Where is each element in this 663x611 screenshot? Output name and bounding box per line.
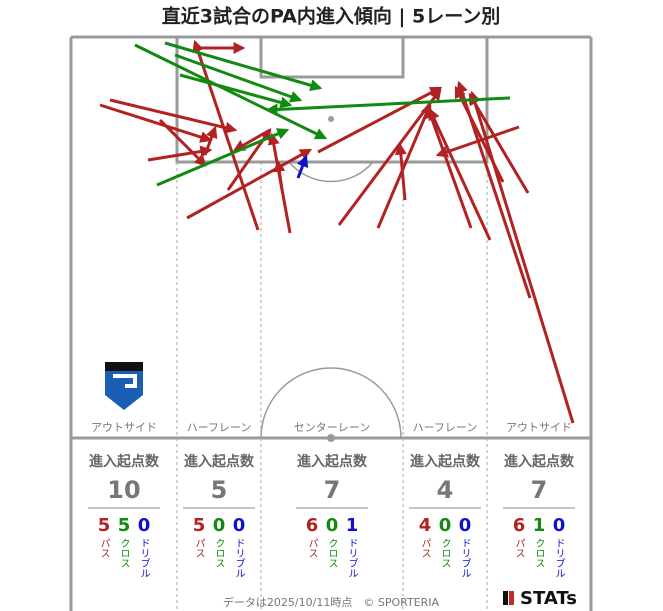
- lane-name: アウトサイド: [506, 421, 572, 434]
- count-pass: 5: [98, 515, 111, 536]
- stat-heading: 進入起点数: [297, 453, 368, 470]
- lane-total: 4: [437, 476, 454, 504]
- count-pass: 6: [513, 515, 526, 536]
- stat-heading: 進入起点数: [410, 453, 481, 470]
- label-dribble: ドリブル: [233, 538, 245, 578]
- brand-icon: [509, 591, 514, 605]
- count-cross: 1: [533, 515, 546, 536]
- label-pass: パス: [193, 538, 205, 558]
- count-dribble: 0: [553, 515, 566, 536]
- count-dribble: 0: [459, 515, 472, 536]
- label-dribble: ドリブル: [553, 538, 565, 578]
- count-dribble: 0: [138, 515, 151, 536]
- lane-total: 7: [324, 476, 341, 504]
- count-dribble: 0: [233, 515, 246, 536]
- lane-stats: アウトサイド進入起点数105パス5クロス0ドリブルハーフレーン進入起点数55パス…: [88, 421, 575, 578]
- lane-total: 5: [211, 476, 228, 504]
- brand-icon: [503, 591, 508, 605]
- stat-heading: 進入起点数: [504, 453, 575, 470]
- label-cross: クロス: [213, 538, 224, 568]
- label-cross: クロス: [533, 538, 544, 568]
- label-cross: クロス: [326, 538, 337, 568]
- label-dribble: ドリブル: [346, 538, 358, 578]
- lane-total: 7: [531, 476, 548, 504]
- label-dribble: ドリブル: [138, 538, 150, 578]
- count-pass: 5: [193, 515, 206, 536]
- arrows: [99, 39, 575, 424]
- title: 直近3試合のPA内進入傾向 | 5レーン別: [162, 5, 501, 28]
- count-cross: 5: [118, 515, 131, 536]
- lane-name: ハーフレーン: [187, 421, 252, 434]
- label-pass: パス: [419, 538, 431, 558]
- stat-heading: 進入起点数: [89, 453, 160, 470]
- footer: データは2025/10/11時点 © SPORTERIA: [223, 595, 440, 609]
- label-cross: クロス: [118, 538, 129, 568]
- club-logo: [105, 362, 143, 410]
- lane-name: アウトサイド: [91, 421, 157, 434]
- count-dribble: 1: [346, 515, 359, 536]
- count-cross: 0: [213, 515, 226, 536]
- label-pass: パス: [306, 538, 318, 558]
- lane-name: ハーフレーン: [413, 421, 478, 434]
- label-pass: パス: [98, 538, 110, 558]
- brand: STATs: [520, 588, 577, 609]
- lane-name: センターレーン: [294, 421, 370, 434]
- label-cross: クロス: [439, 538, 450, 568]
- stat-heading: 進入起点数: [184, 453, 255, 470]
- lane-total: 10: [107, 476, 140, 504]
- count-pass: 4: [419, 515, 432, 536]
- label-pass: パス: [513, 538, 525, 558]
- count-cross: 0: [326, 515, 339, 536]
- label-dribble: ドリブル: [459, 538, 471, 578]
- count-pass: 6: [306, 515, 319, 536]
- count-cross: 0: [439, 515, 452, 536]
